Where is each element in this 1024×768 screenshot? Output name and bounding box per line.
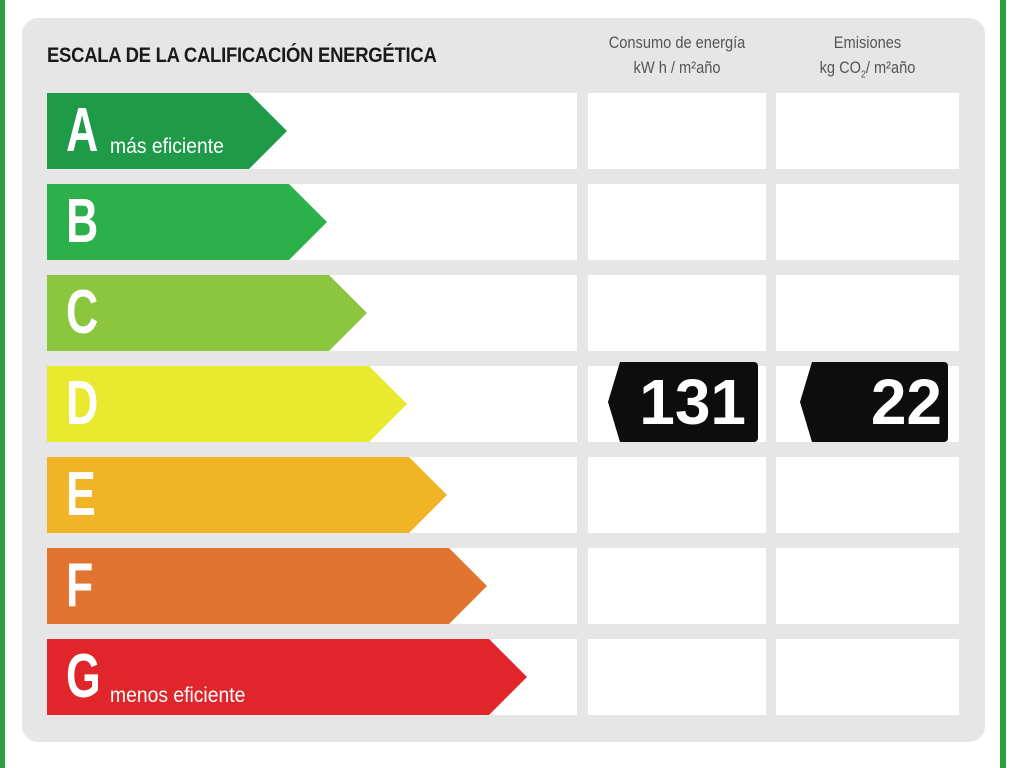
rating-arrow-g [47,639,527,715]
rating-arrow-d [47,366,407,442]
right-border [1000,0,1006,768]
rating-letter-g: G [66,642,101,711]
consumo-cell-a [588,93,766,169]
rating-a-sublabel: más eficiente [110,135,224,158]
rating-arrow-f [47,548,487,624]
emisiones-cell-a [776,93,959,169]
consumo-value-badge [608,362,758,442]
consumo-cell-f [588,548,766,624]
rating-arrow-b [47,184,327,260]
rating-letter-c: C [66,278,99,347]
emisiones-header-line1: Emisiones [833,33,902,52]
consumo-header-line1: Consumo de energía [608,33,746,52]
consumo-column-header: Consumo de energía kW h / m²año [588,30,766,80]
emisiones-cell-b [776,184,959,260]
consumo-cell-c [588,275,766,351]
consumo-header-line2: kW h / m²año [633,58,721,77]
rating-letter-f: F [66,551,94,620]
consumo-cell-e [588,457,766,533]
rating-arrow-c [47,275,367,351]
emisiones-cell-g [776,639,959,715]
left-border [0,0,5,768]
consumo-cell-b [588,184,766,260]
emisiones-header-line2: kg CO2/ m²año [819,58,916,81]
emisiones-value: 22 [870,366,942,438]
consumo-value: 131 [639,366,746,438]
emisiones-cell-c [776,275,959,351]
emisiones-cell-e [776,457,959,533]
rating-arrow-e [47,457,447,533]
rating-letter-b: B [66,187,99,256]
emisiones-cell-f [776,548,959,624]
rating-letter-d: D [66,369,99,438]
scale-title: ESCALA DE LA CALIFICACIÓN ENERGÉTICA [47,44,437,67]
emisiones-value-badge [800,362,948,442]
rating-letter-a: A [66,96,99,165]
rating-arrow-a [47,93,287,169]
rating-g-sublabel: menos eficiente [110,684,246,707]
consumo-cell-g [588,639,766,715]
emisiones-column-header: Emisiones kg CO2/ m²año [776,30,959,87]
rating-letter-e: E [66,460,96,529]
